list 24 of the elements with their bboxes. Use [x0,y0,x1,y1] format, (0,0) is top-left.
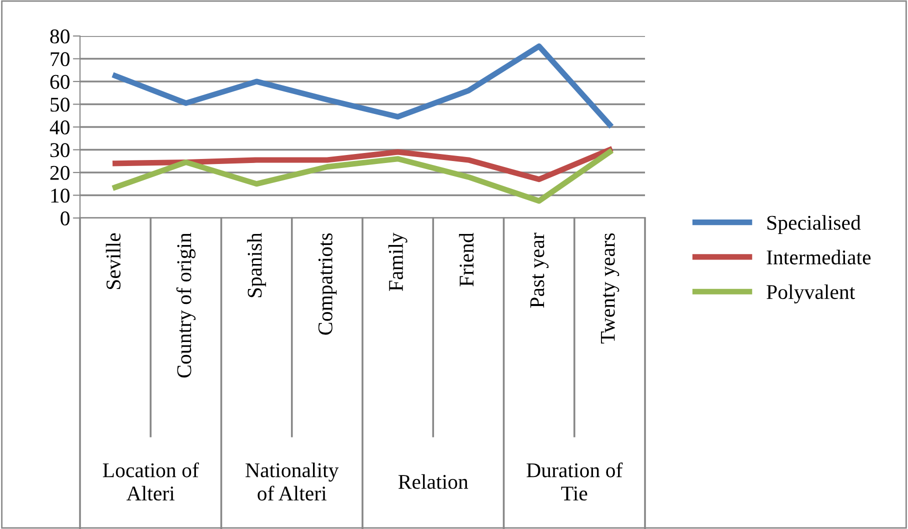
legend-label: Intermediate [766,250,871,264]
text: Location of Alteri [102,462,199,501]
x-tick-label: Twenty years [600,233,620,344]
x-tick-label: Family [388,232,408,291]
x-tick-label: Friend [458,232,474,286]
y-tick-label: 20 [50,166,70,180]
text: Duration of Tie [526,462,623,501]
x-tick-label: Country of origin [176,232,196,378]
y-tick-label: 0 [60,211,70,226]
x-tick-label: Spanish [247,232,266,298]
y-tick-label: 70 [50,52,70,66]
y-tick-label: 80 [50,29,70,44]
y-tick-label: 40 [50,120,70,134]
x-tick-label: Seville [106,233,121,290]
x-tick-label: Past year [530,232,549,308]
y-tick-label: 10 [51,188,70,203]
x-tick-label: Compatriots [318,233,337,335]
legend-label: Polyvalent [766,284,856,304]
text: Nationality of Alteri [246,462,339,501]
y-tick-label: 30 [50,143,70,158]
y-tick-label: 50 [50,98,70,112]
text: Relation [398,474,468,489]
legend-label: Specialised [767,215,861,234]
y-tick-label: 60 [50,74,70,89]
